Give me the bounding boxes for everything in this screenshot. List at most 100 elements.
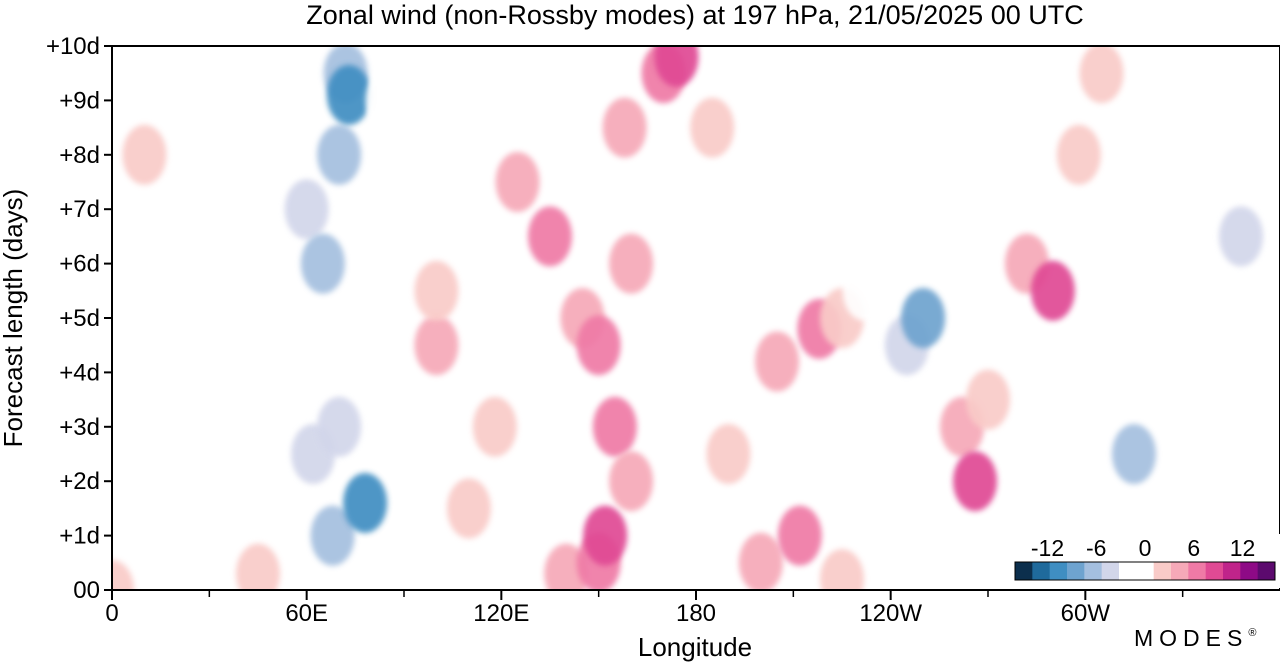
colorbar-tick-label: -6: [1086, 535, 1106, 561]
heatmap-cell: [495, 152, 540, 212]
heatmap-cell: [317, 396, 362, 457]
heatmap-cell: [236, 396, 280, 457]
y-tick-label: +2d: [59, 468, 100, 495]
heatmap-cell: [609, 233, 654, 294]
colorbar-swatch: [1067, 562, 1085, 580]
x-tick-label: 120W: [859, 600, 922, 627]
y-tick-label: +8d: [59, 142, 100, 169]
colorbar-swatch: [1223, 562, 1241, 580]
colorbar-swatch: [1119, 562, 1137, 580]
heatmap-cell: [505, 505, 550, 566]
y-tick-label: +10d: [46, 33, 100, 60]
heatmap-cell: [1147, 260, 1192, 321]
colorbar-swatch: [1188, 562, 1207, 580]
colorbar-swatch: [1240, 562, 1259, 580]
plot-area: [112, 46, 1280, 590]
heatmap-cell: [690, 97, 735, 158]
heatmap-cell: [777, 505, 822, 566]
colorbar-swatch: [1136, 562, 1155, 580]
heatmap-cell: [268, 288, 313, 348]
x-tick-label: 60W: [1061, 600, 1111, 627]
heatmap-cell: [755, 331, 800, 392]
colorbar-swatch: [1257, 562, 1276, 580]
colorbar-tick-label: -12: [1031, 535, 1064, 561]
heatmap-cell: [706, 424, 751, 484]
y-tick-label: 00: [73, 577, 100, 604]
y-tick-label: +5d: [59, 305, 100, 332]
heatmap-cell: [122, 124, 167, 185]
heatmap-cell: [326, 64, 371, 125]
heatmap-cell: [171, 505, 216, 566]
heatmap-cell: [300, 233, 345, 294]
heatmap-cell: [112, 206, 151, 267]
heatmap-cell: [112, 396, 151, 457]
colorbar-swatch: [1049, 562, 1068, 580]
brand-logo: MODES®: [1134, 625, 1262, 651]
heatmap-cell: [1030, 260, 1075, 321]
x-axis: 0 60E 120E 180 120W 60W: [105, 590, 1184, 627]
y-tick-label: +7d: [59, 196, 100, 223]
x-axis-label: Longitude: [638, 632, 752, 662]
y-tick-label: +9d: [59, 87, 100, 114]
heatmap-cell: [343, 472, 388, 533]
y-axis: 00 +1d +2d +3d +4d +5d +6d +7d +8d +9d +10d: [46, 33, 112, 604]
colorbar-swatch: [1032, 562, 1051, 580]
x-tick-label: 60E: [285, 600, 328, 627]
brand-text: MODES: [1134, 625, 1248, 651]
heatmap-cell: [1056, 124, 1101, 185]
heatmap-cell: [414, 260, 459, 321]
brand-mark: ®: [1248, 627, 1262, 639]
heatmap-cell: [820, 549, 864, 590]
heatmap-cell: [927, 152, 972, 212]
heatmap-cell: [842, 260, 887, 321]
heatmap-cell: [667, 342, 712, 403]
y-tick-label: +1d: [59, 523, 100, 550]
heatmap-cell: [284, 179, 329, 240]
heatmap-cell: [953, 451, 998, 512]
heatmap-cell: [602, 97, 647, 158]
colorbar-frame: [1014, 561, 1276, 581]
heatmap-cell: [112, 560, 134, 590]
x-tick-label: 120E: [473, 600, 529, 627]
y-axis-label: Forecast length (days): [0, 189, 28, 448]
heatmap-cell: [966, 369, 1010, 430]
x-tick-label: 180: [676, 600, 716, 627]
heatmap-cell: [236, 543, 280, 590]
heatmap-cell: [310, 505, 355, 566]
heatmap-cell: [446, 478, 491, 539]
y-tick-label: +4d: [59, 359, 100, 386]
heatmap-cell: [901, 288, 946, 348]
heatmap-cell: [940, 46, 985, 104]
heatmap-cell: [414, 315, 459, 376]
heatmap-cell: [356, 233, 401, 294]
heatmap-cell: [1128, 70, 1173, 131]
heatmap-cell: [576, 315, 621, 376]
heatmap-cells: [112, 46, 1264, 590]
colorbar-tick-label: 6: [1187, 535, 1200, 561]
heatmap-cell: [528, 206, 572, 267]
heatmap-cell: [1193, 342, 1238, 403]
x-tick-label: 0: [105, 600, 118, 627]
heatmap-cell: [226, 478, 271, 539]
heatmap-cell: [365, 70, 410, 131]
chart-title: Zonal wind (non-Rossby modes) at 197 hPa…: [306, 0, 1083, 30]
heatmap-cell: [317, 124, 362, 185]
y-tick-label: +3d: [59, 414, 100, 441]
heatmap-cell: [472, 396, 517, 457]
colorbar-tick-label: 12: [1230, 535, 1256, 561]
heatmap-cell: [583, 505, 628, 566]
colorbar-swatch: [1084, 562, 1103, 580]
heatmap-cell: [738, 532, 783, 590]
heatmap-cell: [1079, 46, 1124, 104]
heatmap-cell: [609, 451, 654, 512]
colorbar-swatch: [1153, 562, 1172, 580]
y-tick-label: +6d: [59, 251, 100, 278]
heatmap-cell: [1219, 206, 1264, 267]
heatmap-cell: [544, 543, 589, 590]
colorbar-swatch: [1171, 562, 1189, 580]
colorbar-tick-label: 0: [1139, 535, 1152, 561]
colorbar-swatch: [1205, 562, 1224, 580]
colorbar-swatch: [1015, 562, 1033, 580]
heatmap-cell: [592, 396, 637, 457]
